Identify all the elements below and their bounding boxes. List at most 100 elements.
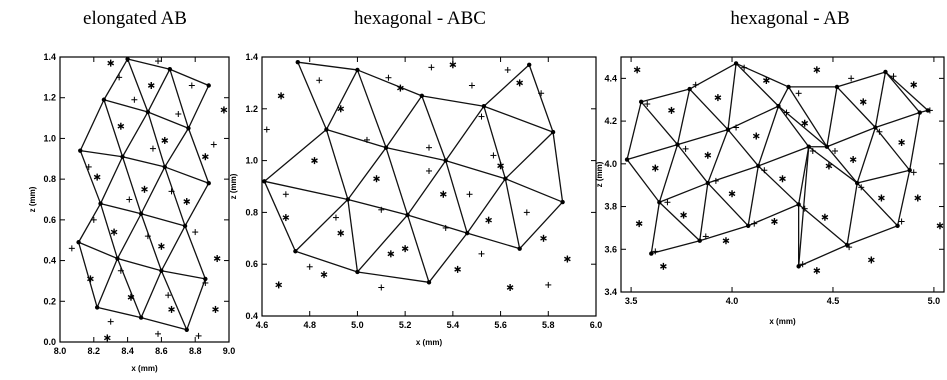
star-stroke xyxy=(752,133,760,139)
triangulation-edge xyxy=(884,71,921,113)
triangulation-edge xyxy=(295,250,358,273)
data-layer xyxy=(68,57,228,342)
lattice-node xyxy=(162,164,167,170)
triangulation-edge xyxy=(78,241,118,260)
triangulation-edge xyxy=(504,131,554,180)
triangulation-edge xyxy=(699,182,709,241)
star-marker xyxy=(752,132,760,140)
lattice-node xyxy=(383,145,389,150)
star-stroke xyxy=(506,285,514,290)
triangulation-edge xyxy=(727,129,759,167)
triangulation-edge xyxy=(356,214,409,273)
triangulation-edge xyxy=(428,232,468,283)
lattice-node xyxy=(101,97,107,102)
plus-marker xyxy=(428,64,435,71)
lattice-node xyxy=(120,154,125,159)
plus-marker xyxy=(733,124,740,131)
plus-marker xyxy=(168,188,175,195)
lattice-node xyxy=(426,280,432,285)
plus-marker xyxy=(702,233,709,240)
star-stroke xyxy=(87,276,94,282)
star-stroke xyxy=(183,199,191,204)
star-marker xyxy=(397,84,404,92)
triangulation-edge xyxy=(875,111,920,129)
x-tick-label: 8.2 xyxy=(88,346,101,356)
lattice-node xyxy=(262,179,267,184)
triangulation-edge xyxy=(406,160,447,216)
y-tick-label: 1.2 xyxy=(245,104,258,114)
y-tick-label: 0.2 xyxy=(43,296,56,306)
star-marker xyxy=(680,211,687,219)
star-marker xyxy=(158,242,165,250)
triangulation-edge xyxy=(122,156,165,168)
triangulation-edge xyxy=(147,111,166,168)
plus-marker xyxy=(801,205,808,212)
plus-marker xyxy=(898,218,905,225)
plus-marker xyxy=(799,261,806,268)
lattice-node xyxy=(824,144,830,149)
star-marker xyxy=(282,214,290,222)
star-stroke xyxy=(651,165,659,171)
star-stroke xyxy=(722,238,730,244)
triangulation-edge xyxy=(103,99,124,157)
triangulation-edge xyxy=(909,112,921,171)
plus-marker xyxy=(363,136,370,143)
lattice-node xyxy=(125,57,130,62)
star-stroke xyxy=(93,174,101,180)
triangulation-edge xyxy=(127,58,171,70)
x-tick-label: 5.8 xyxy=(542,320,555,330)
lattice-node xyxy=(725,127,731,132)
triangulation-edge xyxy=(169,68,209,87)
star-marker xyxy=(801,119,809,127)
star-stroke xyxy=(117,123,125,129)
lattice-node xyxy=(697,238,702,243)
star-marker xyxy=(337,105,345,113)
triangulation-edge xyxy=(187,85,210,129)
lattice-node xyxy=(883,69,888,75)
data-layer xyxy=(262,59,571,292)
star-stroke xyxy=(635,221,643,226)
triangulation-edge xyxy=(856,182,899,227)
lattice-node xyxy=(184,327,189,332)
triangulation-edge xyxy=(79,99,105,151)
star-marker xyxy=(762,77,770,84)
plus-marker xyxy=(741,64,748,71)
plus-marker xyxy=(107,318,114,325)
triangulation-edge xyxy=(846,225,898,246)
plus-marker xyxy=(846,244,853,251)
x-tick-label: 5.0 xyxy=(928,296,941,306)
star-stroke xyxy=(449,62,457,68)
plus-marker xyxy=(523,209,530,216)
triangulation-edge xyxy=(483,105,554,133)
triangulation-edge xyxy=(147,68,171,113)
lattice-node xyxy=(854,180,860,186)
star-marker xyxy=(161,136,169,144)
star-stroke xyxy=(779,176,786,182)
star-stroke xyxy=(936,223,944,229)
lattice-node xyxy=(503,176,508,181)
star-marker xyxy=(825,162,833,170)
lattice-node xyxy=(78,148,83,153)
lattice-node xyxy=(206,83,211,88)
lattice-node xyxy=(917,110,922,115)
triangulation-edge xyxy=(117,257,162,272)
triangulation-edge xyxy=(184,225,206,280)
triangulation-edge xyxy=(677,144,709,184)
star-stroke xyxy=(771,219,778,224)
plus-marker xyxy=(442,224,449,231)
star-stroke xyxy=(704,152,712,158)
lattice-node xyxy=(98,201,103,206)
plus-marker xyxy=(195,332,202,339)
triangulation-edge xyxy=(757,165,800,205)
y-tick-label: 1.2 xyxy=(43,93,56,103)
x-tick-label: 5.4 xyxy=(447,320,460,330)
star-marker xyxy=(660,262,667,270)
lattice-node xyxy=(443,158,448,163)
triangulation-edge xyxy=(836,86,876,128)
triangulation-edge xyxy=(798,203,848,246)
star-stroke xyxy=(497,163,504,169)
triangulation-edge xyxy=(699,225,749,242)
star-marker xyxy=(275,281,283,289)
triangulation-edge xyxy=(186,278,206,331)
star-marker xyxy=(936,222,944,230)
